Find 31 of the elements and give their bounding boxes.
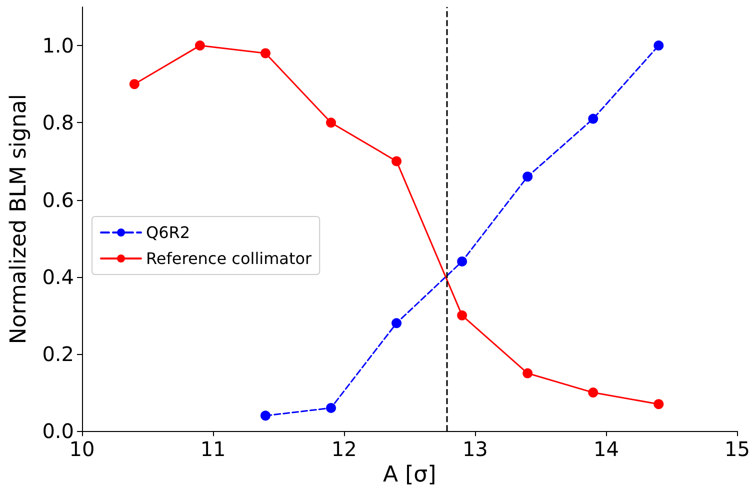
point xyxy=(654,40,664,51)
point xyxy=(260,48,270,58)
point xyxy=(522,368,533,378)
x-tick-label: 15 xyxy=(724,437,750,462)
y-tick-label: 0.6 xyxy=(42,188,74,212)
point xyxy=(392,318,402,328)
point xyxy=(457,310,468,320)
x-tick-label: 14 xyxy=(593,437,619,462)
y-axis-title: Normalized BLM signal xyxy=(6,94,32,344)
point xyxy=(392,156,402,166)
point xyxy=(194,40,205,51)
y-tick-label: 0.8 xyxy=(42,110,74,135)
point xyxy=(654,399,664,410)
y-tick-label: 1.0 xyxy=(42,34,74,58)
y-tick-label: 0.4 xyxy=(42,264,74,289)
point xyxy=(522,172,533,182)
x-tick-label: 10 xyxy=(69,437,95,462)
legend-label: Q6R2 xyxy=(146,223,190,242)
y-tick-label: 0.2 xyxy=(42,342,74,366)
point xyxy=(457,256,468,266)
point xyxy=(326,402,336,413)
x-tick-label: 12 xyxy=(331,437,357,462)
legend-label: Reference collimator xyxy=(146,249,312,268)
x-tick-label: 11 xyxy=(200,437,226,462)
point xyxy=(588,114,598,124)
point xyxy=(588,388,598,398)
point xyxy=(326,118,336,128)
point xyxy=(260,410,270,421)
x-axis-title: A [σ] xyxy=(383,462,436,488)
x-tick-label: 13 xyxy=(462,437,488,462)
point xyxy=(129,79,140,90)
